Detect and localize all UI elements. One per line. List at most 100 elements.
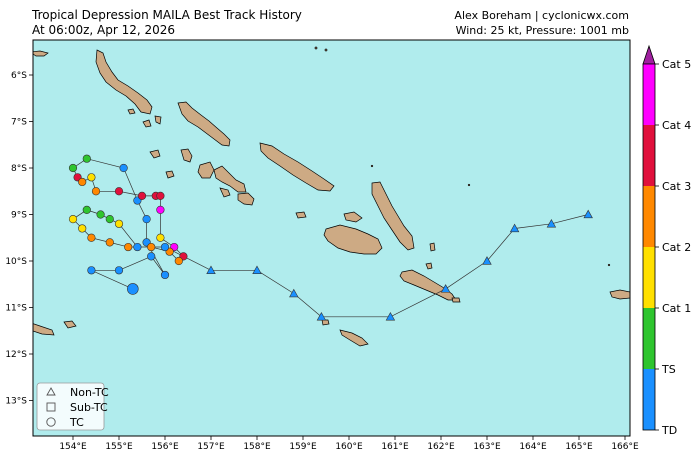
island-florida	[343, 211, 363, 223]
colorbar-arrow-icon	[642, 44, 656, 65]
colorbar-label-ts: TS	[661, 363, 676, 376]
lat-tick-label: 9°S	[11, 211, 27, 221]
island-small-4	[429, 242, 436, 252]
colorbar-label-td: TD	[661, 424, 677, 437]
colorbar-label-cat1: Cat 1	[662, 302, 691, 315]
legend-square-icon	[46, 402, 56, 412]
lon-tick-label: 166°E	[611, 442, 639, 452]
legend-label-non-tc: Non-TC	[70, 386, 109, 399]
lon-tick-label: 154°E	[59, 442, 87, 452]
legend-label-tc: TC	[69, 416, 84, 429]
island-santa-isabel	[371, 181, 415, 251]
track-point-circle	[68, 163, 78, 173]
colorbar-cat4	[643, 125, 655, 186]
land-layer	[33, 46, 630, 347]
lat-tick-label: 6°S	[11, 71, 27, 81]
lon-tick-label: 161°E	[381, 442, 409, 452]
track-point-circle	[160, 242, 170, 252]
lat-tick-label: 12°S	[5, 350, 27, 360]
track-point-circle	[147, 242, 156, 252]
legend-circle-icon	[46, 417, 56, 427]
track-point-circle	[82, 205, 91, 214]
longitude-axis: 154°E 155°E 156°E 157°E 158°E 159°E 160°E 161°E…	[59, 436, 639, 452]
island-bougainville	[177, 101, 231, 147]
track-point-circle	[137, 191, 147, 200]
lon-tick-label: 160°E	[335, 442, 363, 452]
island-small-5	[451, 297, 461, 303]
colorbar-label-cat3: Cat 3	[662, 180, 691, 193]
island-choiseul	[259, 142, 335, 192]
island-dot-1	[314, 46, 318, 50]
credit-line-1: Alex Boreham | cyclonicwx.com	[454, 9, 629, 22]
track-point-circle	[91, 187, 101, 196]
colorbar-cat3	[643, 186, 655, 247]
island-dot-2	[324, 48, 328, 52]
lon-tick-label: 159°E	[289, 442, 317, 452]
map-credit: Alex Boreham | cyclonicwx.com Wind: 25 k…	[454, 8, 629, 38]
track-point-circle	[105, 215, 114, 224]
track-point-circle	[96, 210, 105, 219]
track-point-triangle	[546, 218, 557, 228]
track-point-circle	[87, 173, 96, 182]
lon-tick-label: 158°E	[243, 442, 271, 452]
track-point-circle	[142, 215, 151, 224]
island-louisiade-1	[33, 323, 55, 336]
colorbar-ts	[643, 369, 655, 430]
island-vella-lavella	[197, 161, 215, 179]
track-point-circle	[124, 242, 133, 252]
colorbar-label-cat2: Cat 2	[662, 241, 691, 254]
track-point-triangle	[206, 265, 216, 274]
track-point-triangle	[509, 223, 520, 233]
track-point-circle	[156, 191, 165, 200]
colorbar-cat5	[643, 64, 655, 125]
track-point-circle	[119, 163, 128, 173]
track-point-circle	[82, 154, 91, 163]
island-santa-cruz	[609, 289, 630, 300]
island-vangunu	[237, 192, 255, 206]
track-point-circle	[78, 224, 87, 233]
legend-triangle-icon	[46, 387, 56, 396]
island-guadalcanal	[323, 224, 383, 255]
lat-tick-label: 8°S	[11, 164, 27, 174]
track-point-triangle	[316, 311, 327, 321]
track-point-circle	[78, 177, 87, 187]
island-dot-3	[370, 164, 374, 168]
island-kolombangara	[180, 148, 193, 163]
track-point-circle	[156, 205, 165, 214]
island-bellona	[321, 319, 330, 326]
island-new-ireland	[95, 49, 153, 115]
colorbar-cat2	[643, 247, 655, 308]
track-point-triangle	[252, 265, 262, 274]
track-point-triangle	[482, 256, 492, 265]
track-point-circle	[156, 233, 165, 242]
track-point-circle	[160, 270, 170, 280]
track-point-triangle	[583, 209, 593, 219]
lon-tick-label: 155°E	[105, 442, 133, 452]
legend: Non-TC Sub-TC TC	[36, 382, 109, 431]
island-russell	[295, 211, 307, 219]
lon-tick-label: 162°E	[427, 442, 455, 452]
track-point-circle	[133, 242, 142, 252]
island-shortland	[149, 149, 161, 159]
legend-label-sub-tc: Sub-TC	[70, 401, 108, 414]
colorbar-label-cat5: Cat 5	[662, 58, 691, 71]
island-small-1	[127, 108, 136, 115]
track-point-triangle	[385, 311, 396, 321]
lon-tick-label: 157°E	[197, 442, 225, 452]
lon-tick-label: 163°E	[473, 442, 501, 452]
track-point-circle	[114, 266, 124, 275]
island-small-2	[142, 119, 152, 128]
current-position-marker	[127, 283, 139, 295]
latitude-axis: 6°S 7°S 8°S 9°S 10°S 11°S 12°S 13°S	[5, 71, 33, 407]
island-treasury	[165, 170, 175, 179]
lon-tick-label: 165°E	[565, 442, 593, 452]
lat-tick-label: 10°S	[5, 257, 27, 267]
lon-tick-label: 156°E	[151, 442, 179, 452]
track-layer	[68, 154, 593, 321]
island-dot-4	[467, 183, 471, 187]
lat-tick-label: 11°S	[5, 304, 27, 314]
track-point-circle	[147, 252, 156, 261]
lat-tick-label: 13°S	[5, 397, 27, 407]
map-title: Tropical Depression MAILA Best Track His…	[32, 8, 302, 38]
